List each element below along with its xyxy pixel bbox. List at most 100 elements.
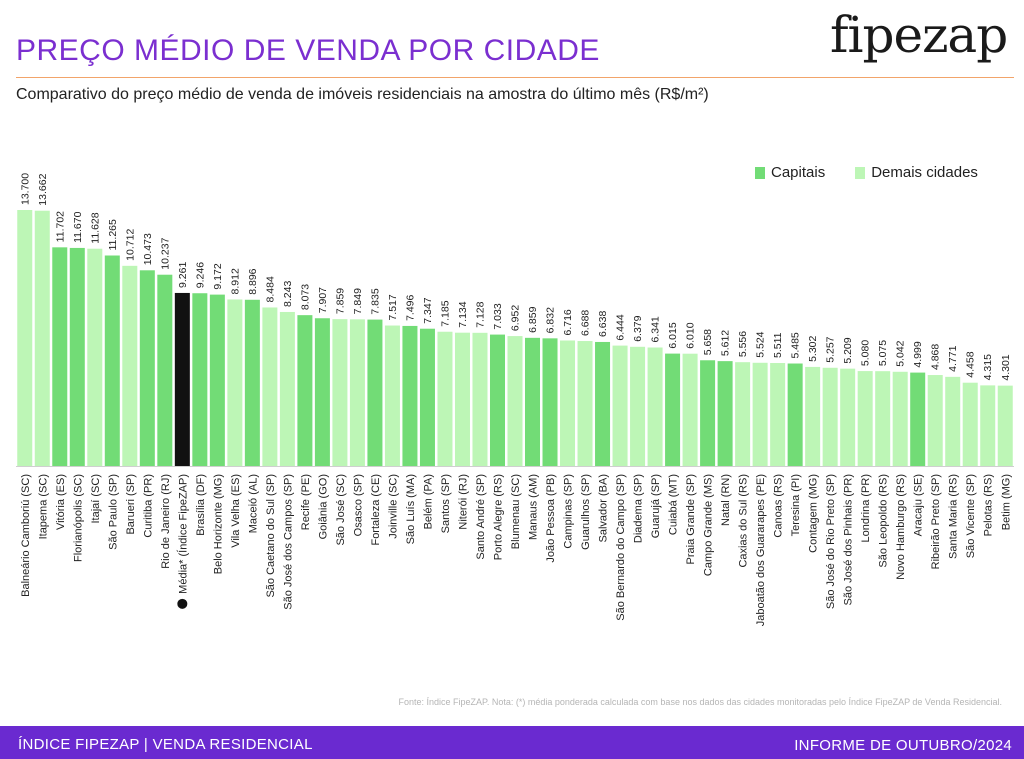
bar-33 (595, 341, 611, 466)
category-label-54: São Vicente (SP) (965, 474, 977, 558)
category-label-26: Santo André (SP) (475, 474, 487, 560)
value-label-42: 5.524 (755, 331, 767, 357)
value-label-5: 11.265 (107, 219, 119, 250)
bar-10 (192, 293, 208, 466)
average-marker-dot (177, 598, 188, 609)
category-label-34: São Bernardo do Campo (SP) (615, 474, 627, 621)
value-label-50: 5.042 (895, 340, 907, 366)
category-label-31: Campinas (SP) (563, 474, 575, 549)
category-label-6: Barueri (SP) (125, 474, 137, 535)
value-label-1: 13.662 (37, 173, 49, 205)
category-label-5: São Paulo (SP) (107, 474, 119, 550)
legend-swatch-others (855, 166, 866, 179)
bar-3 (69, 247, 85, 466)
category-label-3: Florianópolis (SC) (72, 474, 84, 562)
category-label-35: Diadema (SP) (633, 474, 645, 543)
bar-40 (717, 361, 733, 466)
value-label-32: 6.688 (580, 310, 592, 336)
category-label-27: Porto Alegre (RS) (492, 474, 504, 560)
category-label-52: Ribeirão Preto (SP) (930, 474, 942, 569)
value-label-31: 6.716 (562, 309, 574, 335)
value-label-4: 11.628 (89, 212, 101, 243)
category-label-33: Salvador (BA) (598, 474, 610, 542)
bar-43 (770, 363, 786, 466)
legend-item-others: Demais cidades (855, 164, 978, 181)
category-label-9: Média* (Índice FipeZAP) (176, 474, 189, 594)
bar-51 (910, 372, 926, 466)
value-label-2: 11.702 (54, 211, 66, 242)
value-label-23: 7.347 (422, 297, 434, 323)
bar-54 (962, 382, 978, 466)
value-label-56: 4.301 (1000, 354, 1012, 380)
value-label-38: 6.010 (685, 322, 697, 348)
value-label-49: 5.075 (877, 340, 889, 366)
category-label-1: Itapema (SC) (37, 474, 49, 539)
value-label-7: 10.473 (142, 233, 154, 265)
bar-18 (332, 319, 348, 466)
category-label-14: São Caetano do Sul (SP) (265, 474, 277, 598)
category-label-19: Osasco (SP) (352, 474, 364, 536)
category-label-42: Jaboatão dos Guararapes (PE) (755, 474, 767, 626)
bar-42 (752, 362, 768, 466)
bar-4 (87, 248, 103, 466)
value-label-55: 4.315 (982, 354, 994, 380)
bar-31 (560, 340, 576, 466)
category-label-53: Santa Maria (RS) (948, 474, 960, 559)
category-label-39: Campo Grande (MS) (703, 474, 715, 576)
footer-right-text: INFORME DE OUTUBRO/2024 (794, 737, 1012, 754)
value-label-17: 7.907 (317, 287, 329, 313)
category-label-15: São José dos Campos (SP) (282, 474, 294, 610)
value-label-26: 7.128 (474, 301, 486, 327)
value-label-15: 8.243 (282, 281, 294, 307)
value-label-30: 6.832 (545, 307, 557, 333)
value-label-27: 7.033 (492, 303, 504, 329)
value-label-14: 8.484 (264, 276, 276, 302)
bar-5 (104, 255, 120, 466)
bar-20 (367, 319, 383, 466)
category-label-7: Curitiba (PR) (142, 474, 154, 538)
value-label-20: 7.835 (369, 288, 381, 314)
value-label-46: 5.257 (825, 336, 837, 362)
value-label-52: 4.868 (930, 344, 942, 370)
value-label-33: 6.638 (597, 311, 609, 337)
value-label-6: 10.712 (124, 229, 136, 261)
bar-17 (314, 318, 330, 466)
category-label-40: Natal (RN) (720, 474, 732, 526)
value-label-12: 8.912 (229, 268, 241, 294)
category-label-0: Balneário Camboriú (SC) (20, 474, 32, 597)
bar-14 (262, 307, 278, 466)
category-label-43: Canoas (RS) (773, 474, 785, 538)
value-label-47: 5.209 (842, 337, 854, 363)
legend-swatch-capitals (755, 166, 765, 179)
category-label-28: Blumenau (SC) (510, 474, 522, 549)
value-label-37: 6.015 (667, 322, 679, 348)
bar-29 (525, 337, 541, 466)
bar-38 (682, 353, 698, 466)
bar-13 (244, 299, 260, 466)
category-label-47: São José dos Pinhais (PR) (843, 474, 855, 605)
category-label-23: Belém (PA) (422, 474, 434, 529)
bar-48 (857, 371, 873, 466)
bar-30 (542, 338, 558, 466)
category-label-4: Itajaí (SC) (90, 474, 102, 524)
category-label-30: João Pessoa (PB) (545, 474, 557, 563)
value-label-29: 6.859 (527, 306, 539, 332)
bar-37 (665, 353, 681, 466)
category-label-48: Londrina (PR) (860, 474, 872, 542)
bar-41 (735, 362, 751, 466)
category-label-20: Fortaleza (CE) (370, 474, 382, 546)
category-label-46: São José do Rio Preto (SP) (825, 474, 837, 609)
bar-28 (507, 336, 523, 466)
legend-label-capitals: Capitais (771, 164, 826, 181)
category-label-49: São Leopoldo (RS) (878, 474, 890, 568)
value-label-10: 9.246 (194, 262, 206, 288)
category-label-32: Guarulhos (SP) (580, 474, 592, 550)
bar-53 (945, 376, 961, 466)
category-label-56: Betim (MG) (1000, 474, 1012, 530)
page-subtitle: Comparativo do preço médio de venda de i… (16, 86, 709, 103)
value-label-48: 5.080 (860, 340, 872, 366)
value-label-45: 5.302 (807, 335, 819, 361)
bar-27 (489, 334, 505, 466)
category-label-17: Goiânia (GO) (317, 474, 329, 539)
value-label-54: 4.458 (965, 351, 977, 377)
